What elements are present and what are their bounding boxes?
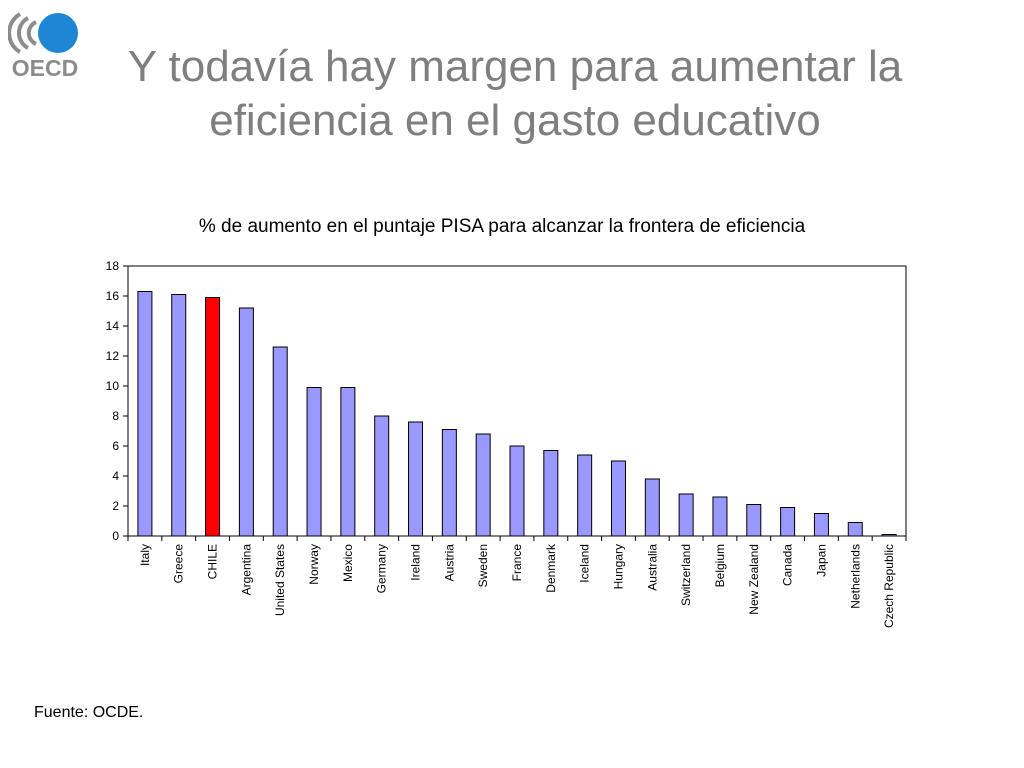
x-tick-label: Italy [138,544,152,566]
oecd-logo: OECD [8,12,78,80]
x-tick-label: Australia [645,544,659,591]
x-tick-label: Ireland [409,544,423,581]
y-tick-label: 10 [106,379,120,393]
bar-new-zealand [746,504,762,537]
x-tick-label: Greece [172,544,186,584]
x-tick-label: Hungary [611,544,625,589]
x-tick-label: Belgium [713,544,727,587]
bar-austria [441,429,457,537]
x-tick-label: United States [273,544,287,616]
bar-hungary [610,460,626,537]
logo-arc-middle [17,16,30,50]
x-tick-label: Norway [307,544,321,585]
bar-united-states [272,346,288,537]
slide-title: Y todavía hay margen para aumentar la ef… [100,40,930,148]
plot-frame [127,265,907,537]
chart-title: % de aumento en el puntaje PISA para alc… [198,216,806,237]
bar-australia [644,478,660,537]
bar-denmark [543,450,559,537]
y-tick-label: 6 [112,439,119,453]
slide-title-line-1: Y todavía hay margen para aumentar la [127,42,903,91]
bar-france [509,445,525,537]
x-tick-label: Austria [442,544,456,582]
bar-argentina [238,307,254,537]
x-tick-label: Mexico [341,544,355,582]
x-tick-label: France [510,544,524,582]
x-tick-label: Sweden [476,544,490,587]
bar-iceland [577,454,593,537]
x-tick-label: Switzerland [679,544,693,606]
x-tick-label: New Zealand [747,544,761,615]
logo-circle [38,13,78,53]
x-tick-label: CHILE [206,544,220,579]
logo-arc-outer [8,12,22,54]
y-tick-label: 14 [106,319,120,333]
y-tick-label: 0 [112,529,119,543]
bar-netherlands [847,522,863,537]
source-note: Fuente: OCDE. [34,704,144,721]
y-tick-label: 4 [112,469,119,483]
bar-mexico [340,387,356,537]
y-axis: 0 2 4 6 8 10 12 14 16 18 [106,259,128,543]
bars [137,291,897,537]
y-tick-label: 8 [112,409,119,423]
x-tick-label: Japan [814,544,828,577]
x-tick-label: Germany [375,544,389,593]
logo-arc-inner [26,20,37,46]
bar-germany [374,415,390,537]
x-tick-label: Argentina [239,544,253,596]
bar-norway [306,387,322,537]
y-tick-label: 18 [106,259,120,273]
bar-ireland [408,421,424,537]
bar-greece [171,294,187,537]
x-tick-label: Canada [781,544,795,586]
bar-canada [780,507,796,537]
y-tick-label: 16 [106,289,120,303]
bar-sweden [475,433,491,537]
bar-switzerland [678,493,694,537]
x-axis-labels: Italy Greece CHILE Argentina United States No… [127,536,907,628]
x-tick-label: Netherlands [848,544,862,609]
slide-title-line-2: eficiencia en el gasto educativo [209,96,821,145]
logo-text: OECD [12,55,78,80]
bar-italy [137,291,153,537]
y-tick-label: 12 [106,349,120,363]
bar-japan [813,513,829,537]
x-tick-label: Czech Republic [882,544,896,628]
x-tick-label: Denmark [544,543,558,593]
bar-chile [205,297,221,537]
bar-belgium [712,496,728,537]
y-tick-label: 2 [112,499,119,513]
x-tick-label: Iceland [578,544,592,583]
